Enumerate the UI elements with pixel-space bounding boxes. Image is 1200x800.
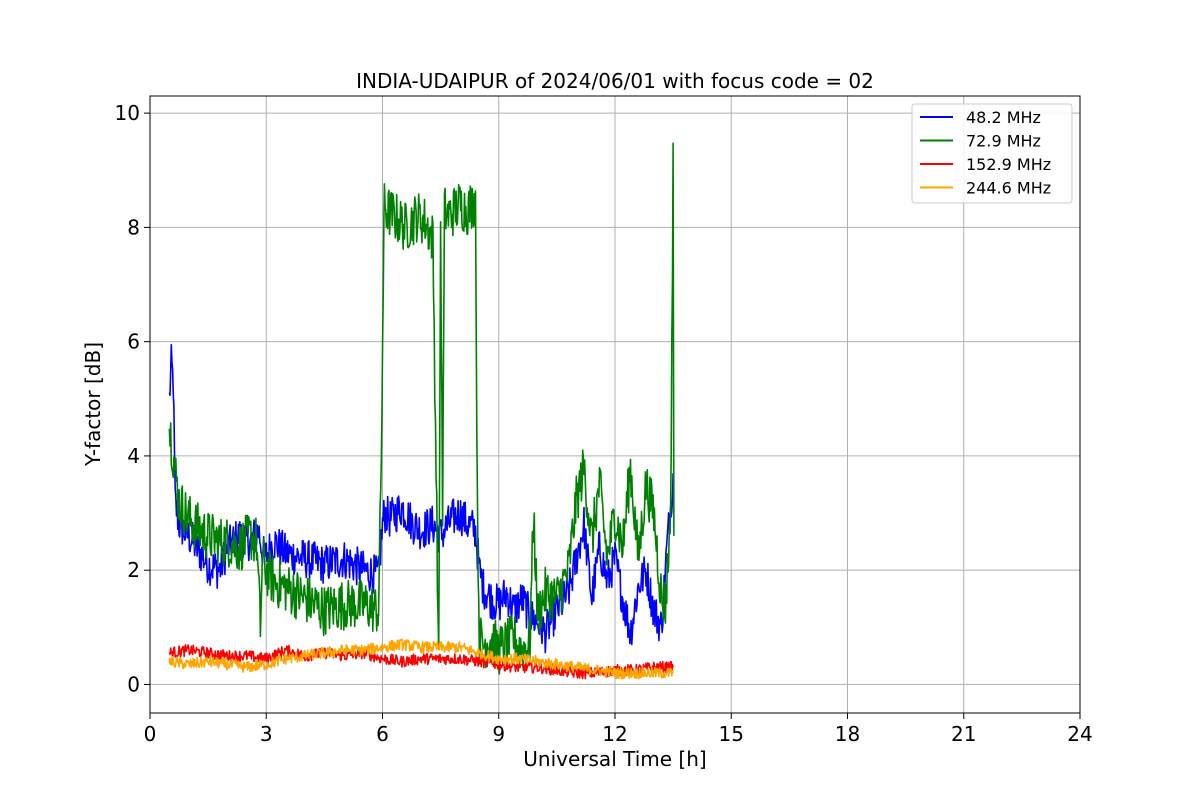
- legend-label: 72.9 MHz: [966, 132, 1041, 151]
- x-tick-label: 6: [376, 722, 389, 746]
- y-tick-label: 0: [127, 672, 140, 696]
- y-tick-label: 2: [127, 558, 140, 582]
- y-axis: 0 2 4 6 8 10: [115, 101, 150, 696]
- legend-box: [911, 103, 1073, 204]
- series-line-2: [168, 142, 675, 675]
- y-tick-label: 6: [127, 330, 140, 354]
- y-tick-label: 4: [127, 444, 140, 468]
- x-tick-label: 15: [719, 722, 744, 746]
- x-axis: 0 3 6 9 12 15 18 21 24: [144, 713, 1093, 746]
- legend-label: 152.9 MHz: [966, 155, 1051, 174]
- y-axis-label: Y-factor [dB]: [81, 342, 105, 467]
- series-line-4: [168, 638, 674, 680]
- x-axis-label: Universal Time [h]: [523, 747, 706, 771]
- legend: 48.2 MHz 72.9 MHz 152.9 MHz 244.6 MHz: [911, 103, 1073, 204]
- x-tick-label: 3: [260, 722, 273, 746]
- x-tick-label: 18: [835, 722, 860, 746]
- legend-label: 48.2 MHz: [966, 108, 1041, 127]
- legend-label: 244.6 MHz: [966, 179, 1051, 198]
- x-tick-label: 9: [492, 722, 505, 746]
- chart-title: INDIA-UDAIPUR of 2024/06/01 with focus c…: [356, 69, 874, 93]
- x-tick-label: 12: [602, 722, 627, 746]
- y-tick-label: 10: [115, 101, 140, 125]
- x-tick-label: 24: [1067, 722, 1092, 746]
- series-line-1: [168, 343, 674, 654]
- y-tick-label: 8: [127, 215, 140, 239]
- x-tick-label: 0: [144, 722, 157, 746]
- series-layer: [168, 142, 675, 680]
- x-tick-label: 21: [951, 722, 976, 746]
